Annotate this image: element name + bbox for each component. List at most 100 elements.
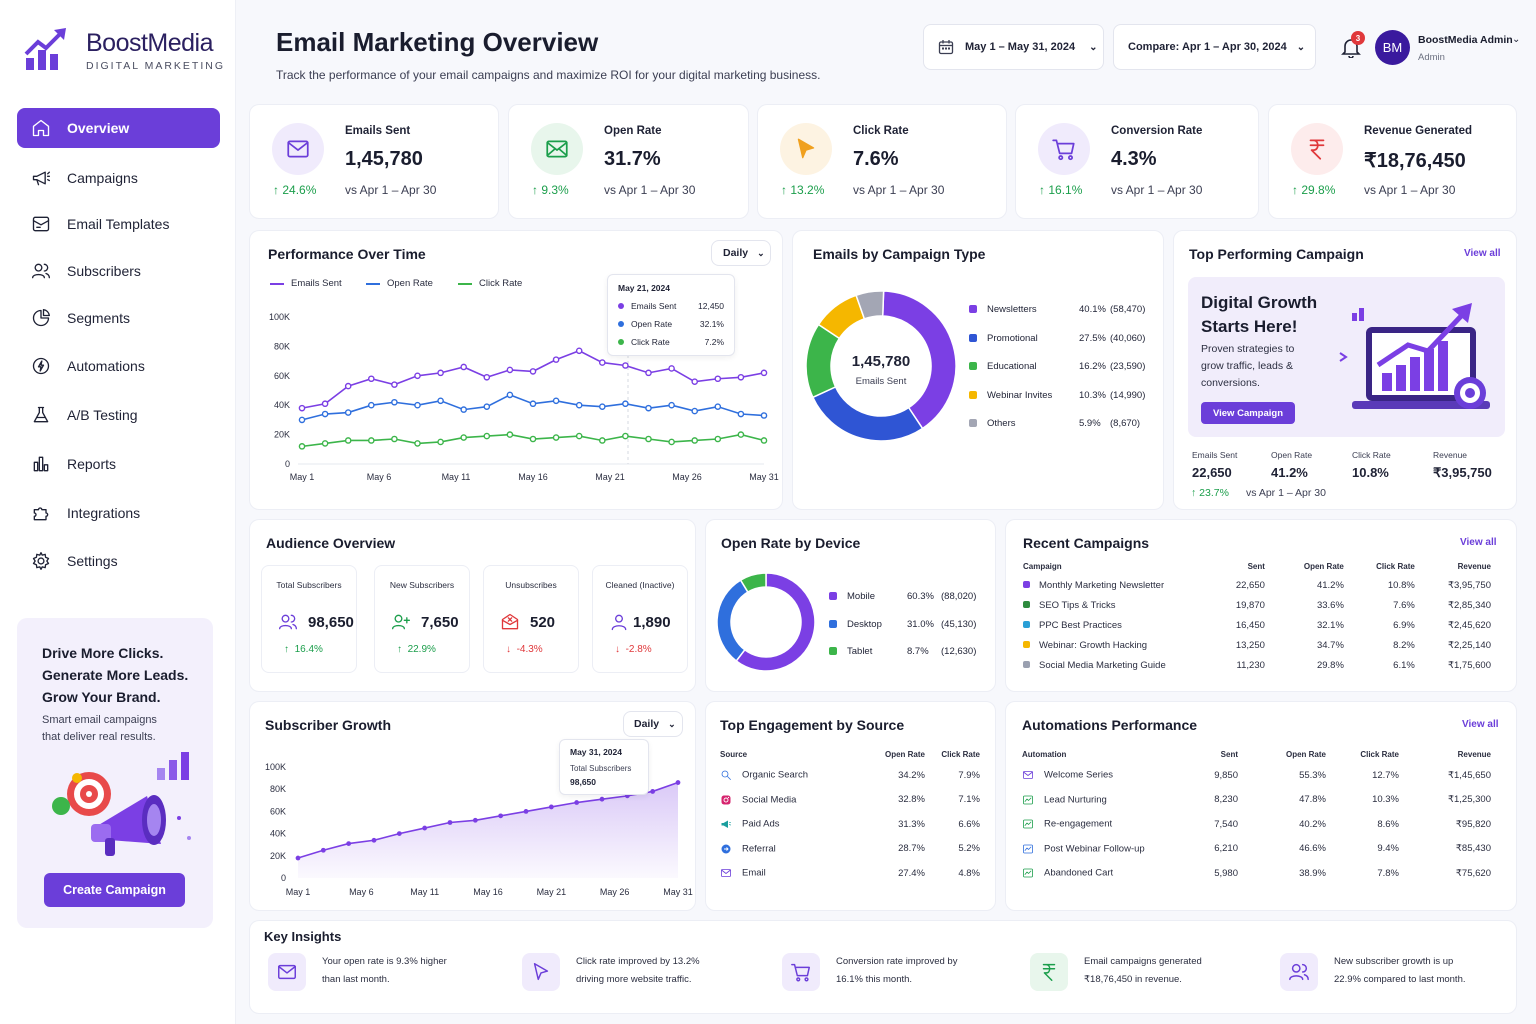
sidebar-item[interactable]: Email Templates xyxy=(17,204,220,244)
compare-range-picker[interactable]: Compare: Apr 1 – Apr 30, 2024 ⌄ xyxy=(1113,24,1316,70)
data-point[interactable] xyxy=(575,347,583,355)
data-point[interactable] xyxy=(483,373,491,381)
data-point[interactable] xyxy=(714,435,722,443)
data-point[interactable] xyxy=(529,368,537,375)
data-point[interactable] xyxy=(675,780,681,785)
data-point[interactable] xyxy=(344,437,352,444)
donut-slice[interactable] xyxy=(855,290,885,320)
data-point[interactable] xyxy=(414,401,421,409)
data-point[interactable] xyxy=(645,404,652,412)
recent-campaigns-view-all-link[interactable]: View all xyxy=(1460,537,1497,548)
data-point[interactable] xyxy=(760,412,768,419)
data-point[interactable] xyxy=(691,378,699,385)
data-point[interactable] xyxy=(599,796,605,802)
table-row[interactable]: Social Media 32.8% 7.1% xyxy=(720,788,980,813)
create-campaign-button[interactable]: Create Campaign xyxy=(44,873,185,907)
data-point[interactable] xyxy=(552,434,560,441)
data-point[interactable] xyxy=(574,800,580,805)
data-point[interactable] xyxy=(760,369,768,377)
data-point[interactable] xyxy=(368,375,375,383)
data-point[interactable] xyxy=(437,369,444,377)
data-point[interactable] xyxy=(506,391,514,399)
data-point[interactable] xyxy=(321,400,329,408)
table-row[interactable]: Email 27.4% 4.8% xyxy=(720,861,980,886)
data-point[interactable] xyxy=(691,407,699,415)
data-point[interactable] xyxy=(460,434,467,441)
data-point[interactable] xyxy=(422,825,428,831)
data-point[interactable] xyxy=(552,356,560,363)
data-point[interactable] xyxy=(298,416,306,424)
table-row[interactable]: Monthly Marketing Newsletter 22,650 41.2% 1… xyxy=(1023,575,1491,595)
data-point[interactable] xyxy=(529,400,537,408)
data-point[interactable] xyxy=(552,397,560,405)
table-row[interactable]: Webinar: Growth Hacking 13,250 34.7% 8.2% ₹2… xyxy=(1023,635,1491,655)
sidebar-item[interactable]: Settings xyxy=(17,541,220,581)
view-campaign-button[interactable]: View Campaign xyxy=(1201,402,1295,424)
data-point[interactable] xyxy=(506,366,514,374)
table-row[interactable]: Social Media Marketing Guide 11,230 29.8% 6… xyxy=(1023,655,1491,675)
data-point[interactable] xyxy=(371,837,377,843)
data-point[interactable] xyxy=(498,813,504,819)
data-point[interactable] xyxy=(506,431,514,438)
data-point[interactable] xyxy=(298,404,306,412)
data-point[interactable] xyxy=(529,435,537,443)
table-row[interactable]: Lead Nurturing 8,230 47.8% 10.3% ₹1,25,300 xyxy=(1022,788,1491,813)
top-campaign-view-all-link[interactable]: View all xyxy=(1464,248,1501,259)
data-point[interactable] xyxy=(575,401,583,409)
donut-slice[interactable] xyxy=(716,579,749,662)
data-point[interactable] xyxy=(320,847,326,853)
data-point[interactable] xyxy=(368,437,375,444)
sidebar-item[interactable]: Campaigns xyxy=(17,158,220,198)
donut-slice[interactable] xyxy=(811,385,924,442)
data-point[interactable] xyxy=(650,789,656,794)
data-point[interactable] xyxy=(396,831,402,836)
sidebar-item[interactable]: Overview xyxy=(17,108,220,148)
sidebar-item[interactable]: Subscribers xyxy=(17,251,220,291)
data-point[interactable] xyxy=(344,409,352,416)
donut-slice[interactable] xyxy=(735,572,816,672)
table-row[interactable]: SEO Tips & Tricks 19,870 33.6% 7.6% ₹2,85,34… xyxy=(1023,595,1491,615)
data-point[interactable] xyxy=(737,431,745,438)
sidebar-item[interactable]: Integrations xyxy=(17,493,220,533)
data-point[interactable] xyxy=(344,382,352,390)
data-point[interactable] xyxy=(368,401,375,409)
table-row[interactable]: Referral 28.7% 5.2% xyxy=(720,837,980,862)
data-point[interactable] xyxy=(737,410,745,418)
sidebar-item[interactable]: A/B Testing xyxy=(17,395,220,435)
avatar[interactable]: BM xyxy=(1375,30,1410,65)
data-point[interactable] xyxy=(391,381,398,388)
data-point[interactable] xyxy=(437,438,444,446)
table-row[interactable]: Paid Ads 31.3% 6.6% xyxy=(720,812,980,837)
data-point[interactable] xyxy=(691,437,699,444)
data-point[interactable] xyxy=(472,817,478,823)
performance-interval-select[interactable]: Daily ⌄ xyxy=(711,240,771,266)
data-point[interactable] xyxy=(548,804,554,810)
data-point[interactable] xyxy=(346,841,352,846)
data-point[interactable] xyxy=(598,403,606,410)
data-point[interactable] xyxy=(668,401,675,409)
subscriber-interval-select[interactable]: Daily ⌄ xyxy=(623,711,683,737)
brand-logo-icon[interactable] xyxy=(24,26,68,72)
donut-slice[interactable] xyxy=(739,572,767,594)
data-point[interactable] xyxy=(414,372,421,380)
data-point[interactable] xyxy=(298,443,306,450)
data-point[interactable] xyxy=(523,809,529,814)
table-row[interactable]: Re-engagement 7,540 40.2% 8.6% ₹95,820 xyxy=(1022,812,1491,837)
donut-slice[interactable] xyxy=(881,290,957,430)
sidebar-item[interactable]: Reports xyxy=(17,444,220,484)
data-point[interactable] xyxy=(321,440,329,447)
data-point[interactable] xyxy=(598,359,606,366)
sidebar-item[interactable]: Automations xyxy=(17,346,220,386)
data-point[interactable] xyxy=(391,398,398,406)
data-point[interactable] xyxy=(622,362,629,369)
data-point[interactable] xyxy=(295,855,301,861)
table-row[interactable]: Abandoned Cart 5,980 38.9% 7.8% ₹75,620 xyxy=(1022,861,1491,886)
data-point[interactable] xyxy=(737,373,745,381)
table-row[interactable]: PPC Best Practices 16,450 32.1% 6.9% ₹2,45,6… xyxy=(1023,615,1491,635)
data-point[interactable] xyxy=(645,369,652,377)
data-point[interactable] xyxy=(414,440,421,447)
data-point[interactable] xyxy=(447,820,453,825)
data-point[interactable] xyxy=(645,435,652,443)
data-point[interactable] xyxy=(760,437,768,444)
data-point[interactable] xyxy=(483,403,491,410)
